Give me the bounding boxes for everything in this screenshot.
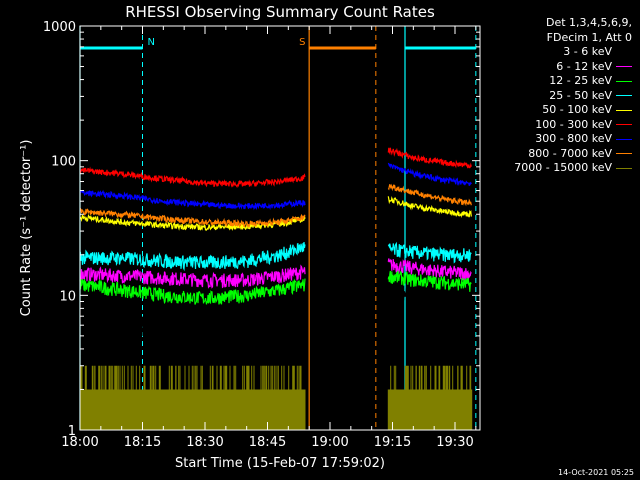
series-800-7000-kev-line	[79, 208, 306, 229]
legend-entry: 3 - 6 keV	[514, 45, 632, 60]
series-3-6-kev-line	[79, 302, 306, 357]
series-25-50-kev-line	[79, 241, 306, 272]
legend-entry-label: 3 - 6 keV	[563, 45, 612, 58]
annotation-label: S	[299, 37, 305, 48]
x-tick-label: 19:15	[374, 435, 411, 450]
annotation-label: N	[148, 37, 155, 48]
x-tick-label: 18:45	[249, 435, 286, 450]
legend-entry-swatch	[616, 138, 632, 140]
chart-title: RHESSI Observing Summary Count Rates	[125, 3, 435, 21]
series-300-800-kev-line	[79, 189, 306, 211]
x-tick-label: 18:30	[186, 435, 223, 450]
x-tick-label: 19:00	[311, 435, 348, 450]
legend-entry-label: 800 - 7000 keV	[528, 146, 612, 160]
series-12-25-kev-line	[387, 270, 472, 292]
y-axis-label: Count Rate (s⁻¹ detector⁻¹)	[19, 140, 34, 317]
legend-entry-swatch	[616, 95, 632, 97]
series-7000-15000-kev-line	[79, 365, 306, 430]
legend-entry-swatch	[616, 66, 632, 68]
legend-entry-swatch	[616, 80, 632, 82]
legend-entry-swatch	[616, 153, 632, 155]
series-50-100-kev-line	[387, 196, 472, 218]
y-tick-label: 100	[51, 155, 76, 170]
plot-area: N S 18:00 18:15 18:30 18:45 19:00 19:15 19:30 1 10…	[43, 20, 481, 450]
series-6-12-kev-line	[387, 258, 472, 281]
legend-entry: 12 - 25 keV	[514, 74, 632, 89]
series-800-7000-kev-line	[387, 183, 472, 207]
series-100-300-kev-line	[387, 147, 472, 169]
legend-entry: 50 - 100 keV	[514, 103, 632, 118]
x-tick-label: 18:15	[124, 435, 161, 450]
x-tick-label: 18:00	[61, 435, 98, 450]
y-tick-label: 10	[59, 289, 76, 304]
legend-header-detectors: Det 1,3,4,5,6,9,	[545, 16, 632, 29]
legend-entry-label: 100 - 300 keV	[535, 117, 612, 131]
legend-header-decimation: FDecim 1, Att 0	[546, 30, 632, 44]
x-axis-label: Start Time (15-Feb-07 17:59:02)	[175, 456, 385, 471]
legend-entry-swatch	[616, 109, 632, 111]
legend-entry-label: 7000 - 15000 keV	[514, 161, 612, 174]
legend-entry: 25 - 50 keV	[514, 89, 632, 104]
series-25-50-kev-line	[387, 241, 472, 264]
series-300-800-kev-line	[387, 162, 472, 187]
legend-entry: 100 - 300 keV	[514, 118, 632, 133]
series-12-25-kev-line	[79, 278, 306, 305]
y-tick-label: 1	[68, 424, 76, 439]
plot-frame	[79, 25, 481, 431]
legend-entry: 800 - 7000 keV	[514, 147, 632, 162]
generation-timestamp: 14-Oct-2021 05:25	[558, 468, 634, 477]
legend-entry-label: 12 - 25 keV	[549, 74, 612, 87]
legend-entry-label: 25 - 50 keV	[549, 88, 612, 102]
legend-entry-label: 6 - 12 keV	[556, 59, 612, 73]
y-tick-label: 1000	[43, 20, 76, 35]
legend-entry-swatch	[616, 167, 632, 169]
series-7000-15000-kev-line	[387, 365, 473, 430]
x-tick-label: 19:30	[436, 435, 473, 450]
series-100-300-kev-line	[79, 166, 306, 189]
legend: Det 1,3,4,5,6,9, FDecim 1, Att 0 3 - 6 k…	[514, 16, 632, 176]
legend-entry-swatch	[616, 124, 632, 126]
legend-entry-swatch	[616, 51, 632, 53]
legend-entry: 7000 - 15000 keV	[514, 161, 632, 176]
legend-entry-label: 50 - 100 keV	[542, 103, 612, 116]
legend-entry-label: 300 - 800 keV	[535, 132, 612, 145]
legend-entry: 300 - 800 keV	[514, 132, 632, 147]
legend-entry: 6 - 12 keV	[514, 60, 632, 75]
